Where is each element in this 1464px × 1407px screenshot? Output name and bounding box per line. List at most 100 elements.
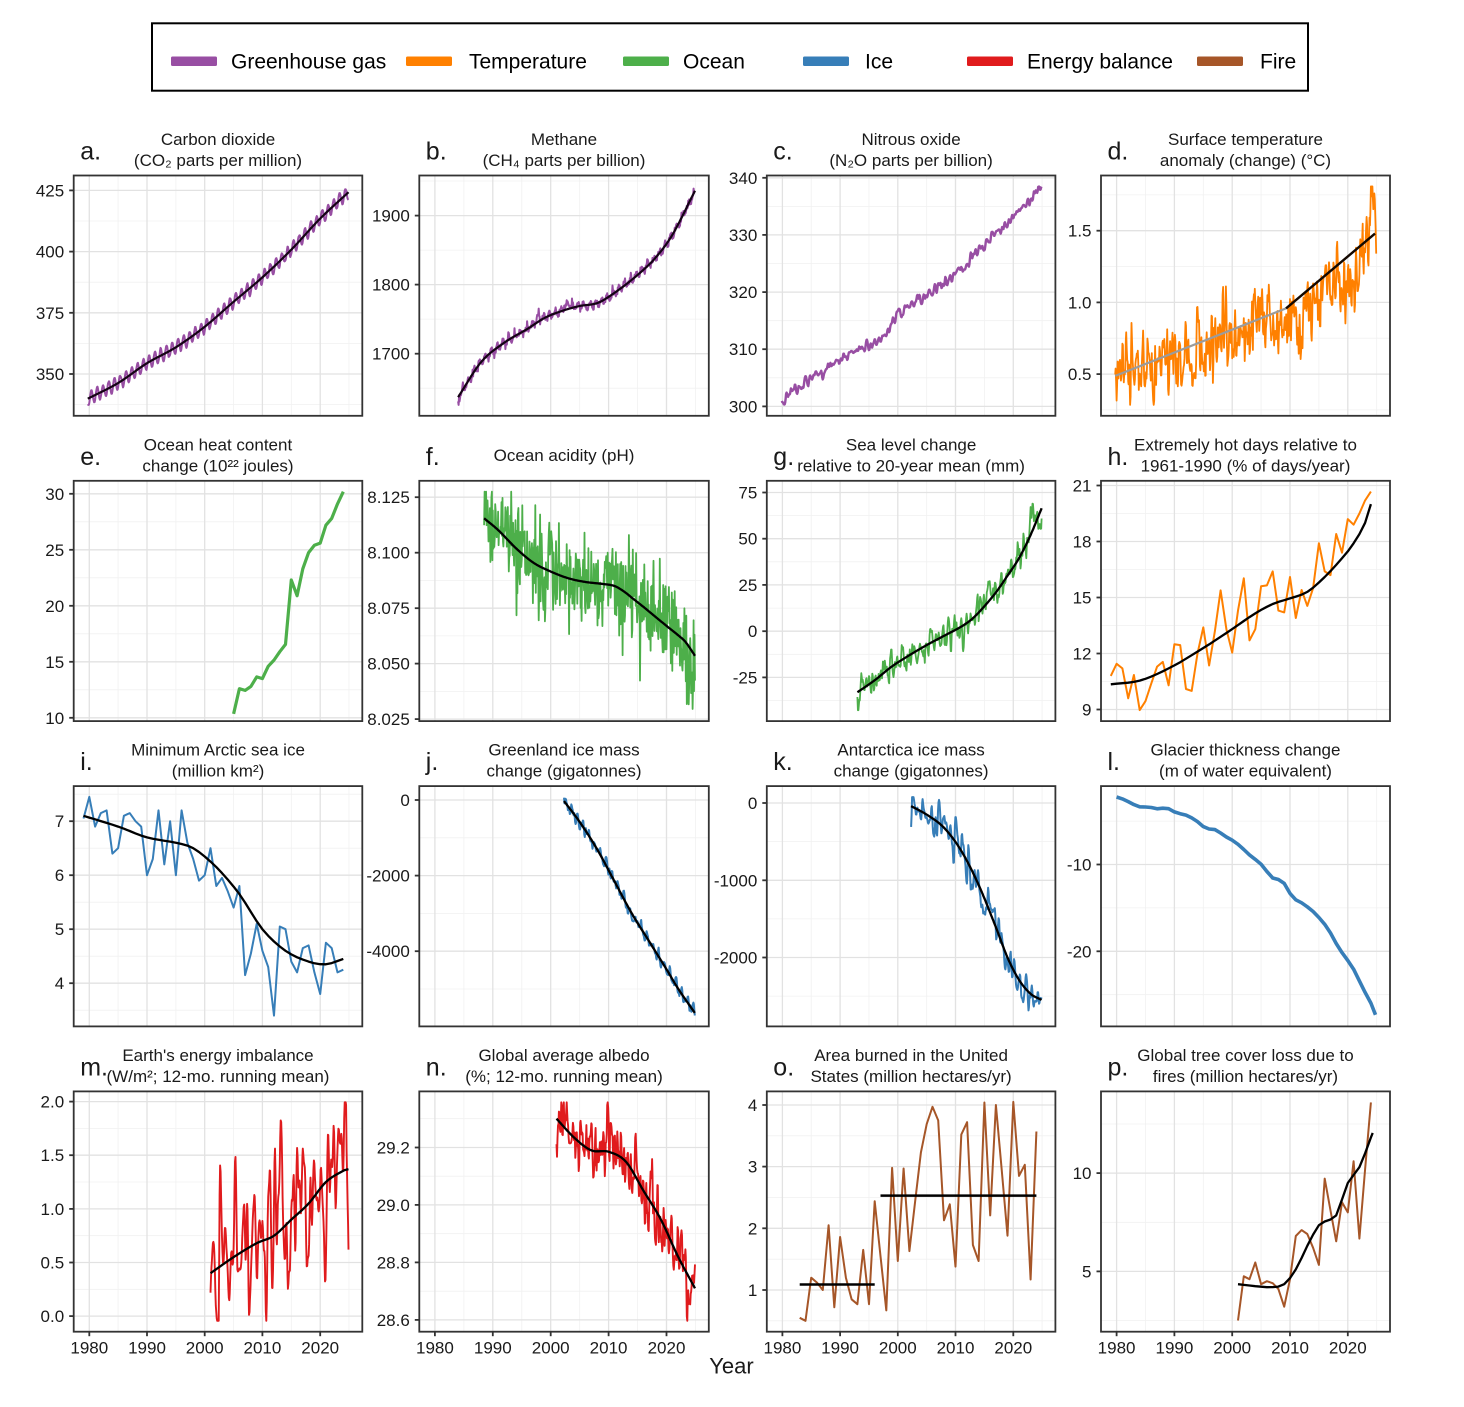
- svg-text:k.: k.: [773, 748, 792, 776]
- svg-text:400: 400: [36, 243, 64, 262]
- svg-text:4: 4: [55, 974, 64, 993]
- svg-text:Area burned in the United: Area burned in the United: [814, 1046, 1008, 1065]
- svg-text:5: 5: [55, 920, 64, 939]
- svg-text:1.0: 1.0: [41, 1200, 65, 1219]
- svg-text:29.2: 29.2: [377, 1139, 410, 1158]
- svg-text:Global tree cover loss due to: Global tree cover loss due to: [1137, 1046, 1353, 1065]
- svg-text:b.: b.: [426, 138, 447, 166]
- svg-text:c.: c.: [773, 138, 792, 166]
- svg-text:1.0: 1.0: [1068, 293, 1092, 312]
- svg-text:i.: i.: [80, 748, 93, 776]
- svg-text:a.: a.: [80, 138, 101, 166]
- svg-text:Year: Year: [709, 1354, 753, 1379]
- svg-text:relative to 20-year mean (mm): relative to 20-year mean (mm): [797, 456, 1025, 475]
- svg-text:Methane: Methane: [531, 130, 597, 149]
- svg-text:21: 21: [1073, 477, 1092, 496]
- svg-text:Earth's energy imbalance: Earth's energy imbalance: [122, 1046, 313, 1065]
- svg-text:-25: -25: [733, 668, 758, 687]
- svg-text:30: 30: [45, 485, 64, 504]
- svg-text:Greenhouse gas: Greenhouse gas: [231, 51, 386, 74]
- svg-text:29.0: 29.0: [377, 1196, 410, 1215]
- svg-text:28.6: 28.6: [377, 1311, 410, 1330]
- svg-text:change (gigatonnes): change (gigatonnes): [834, 762, 989, 781]
- svg-text:18: 18: [1073, 533, 1092, 552]
- svg-text:Carbon dioxide: Carbon dioxide: [161, 130, 275, 149]
- svg-text:1990: 1990: [128, 1339, 166, 1358]
- svg-text:2020: 2020: [1329, 1339, 1367, 1358]
- svg-text:3: 3: [748, 1158, 757, 1177]
- svg-text:Extremely hot days relative to: Extremely hot days relative to: [1134, 435, 1357, 454]
- svg-text:Minimum Arctic sea ice: Minimum Arctic sea ice: [131, 741, 305, 760]
- svg-text:310: 310: [729, 340, 757, 359]
- svg-text:h.: h.: [1108, 443, 1129, 471]
- svg-text:Nitrous oxide: Nitrous oxide: [861, 130, 960, 149]
- svg-text:Antarctica ice mass: Antarctica ice mass: [837, 741, 984, 760]
- svg-text:425: 425: [36, 181, 64, 200]
- svg-text:1900: 1900: [372, 207, 410, 226]
- svg-text:-2000: -2000: [366, 867, 409, 886]
- svg-text:(%; 12-mo. running mean): (%; 12-mo. running mean): [465, 1067, 662, 1086]
- svg-text:d.: d.: [1108, 138, 1129, 166]
- svg-text:340: 340: [729, 169, 757, 188]
- svg-text:300: 300: [729, 397, 757, 416]
- svg-text:25: 25: [45, 541, 64, 560]
- svg-text:2010: 2010: [937, 1339, 975, 1358]
- svg-text:f.: f.: [426, 443, 440, 471]
- svg-text:g.: g.: [773, 443, 794, 471]
- svg-text:anomaly (change) (°C): anomaly (change) (°C): [1160, 151, 1331, 170]
- svg-text:Temperature: Temperature: [469, 51, 587, 74]
- svg-text:330: 330: [729, 226, 757, 245]
- svg-text:(m of water equivalent): (m of water equivalent): [1159, 762, 1332, 781]
- svg-text:20: 20: [45, 597, 64, 616]
- svg-text:-2000: -2000: [714, 949, 757, 968]
- svg-text:375: 375: [36, 304, 64, 323]
- svg-text:Ocean heat content: Ocean heat content: [144, 435, 293, 454]
- svg-text:25: 25: [738, 576, 757, 595]
- svg-text:75: 75: [738, 484, 757, 503]
- svg-text:28.8: 28.8: [377, 1253, 410, 1272]
- svg-text:Ocean acidity (pH): Ocean acidity (pH): [494, 446, 635, 465]
- svg-text:1800: 1800: [372, 276, 410, 295]
- svg-text:350: 350: [36, 365, 64, 384]
- svg-text:8.025: 8.025: [367, 710, 410, 729]
- svg-text:l.: l.: [1108, 748, 1121, 776]
- svg-text:320: 320: [729, 283, 757, 302]
- svg-text:1961-1990 (% of days/year): 1961-1990 (% of days/year): [1141, 456, 1351, 475]
- svg-text:0.0: 0.0: [41, 1307, 65, 1326]
- svg-text:6: 6: [55, 866, 64, 885]
- svg-text:2000: 2000: [532, 1339, 570, 1358]
- svg-text:4: 4: [748, 1096, 757, 1115]
- svg-text:Global average albedo: Global average albedo: [478, 1046, 649, 1065]
- svg-text:(CO₂ parts per million): (CO₂ parts per million): [134, 151, 302, 170]
- svg-text:1980: 1980: [70, 1339, 108, 1358]
- svg-text:-1000: -1000: [714, 871, 757, 890]
- svg-text:-4000: -4000: [366, 942, 409, 961]
- svg-text:9: 9: [1082, 701, 1091, 720]
- svg-text:0.5: 0.5: [41, 1254, 65, 1273]
- svg-text:Ocean: Ocean: [683, 51, 745, 74]
- svg-text:change (gigatonnes): change (gigatonnes): [486, 762, 641, 781]
- svg-text:m.: m.: [80, 1053, 108, 1081]
- svg-text:2020: 2020: [994, 1339, 1032, 1358]
- svg-text:Fire: Fire: [1260, 51, 1296, 74]
- svg-text:8.075: 8.075: [367, 599, 410, 618]
- svg-text:-10: -10: [1067, 856, 1092, 875]
- svg-text:8.125: 8.125: [367, 488, 410, 507]
- svg-text:o.: o.: [773, 1053, 794, 1081]
- svg-text:change (10²² joules): change (10²² joules): [142, 456, 293, 475]
- svg-text:(CH₄ parts per billion): (CH₄ parts per billion): [483, 151, 646, 170]
- svg-text:-20: -20: [1067, 942, 1092, 961]
- svg-text:0: 0: [748, 622, 757, 641]
- svg-text:1980: 1980: [1098, 1339, 1136, 1358]
- svg-text:2020: 2020: [301, 1339, 339, 1358]
- svg-text:2000: 2000: [186, 1339, 224, 1358]
- svg-text:n.: n.: [426, 1053, 447, 1081]
- svg-text:e.: e.: [80, 443, 101, 471]
- svg-text:2: 2: [748, 1219, 757, 1238]
- svg-text:12: 12: [1073, 645, 1092, 664]
- svg-text:(N₂O parts per billion): (N₂O parts per billion): [829, 151, 992, 170]
- svg-text:(million km²): (million km²): [172, 762, 265, 781]
- svg-text:5: 5: [1082, 1262, 1091, 1281]
- svg-text:50: 50: [738, 530, 757, 549]
- svg-text:7: 7: [55, 812, 64, 831]
